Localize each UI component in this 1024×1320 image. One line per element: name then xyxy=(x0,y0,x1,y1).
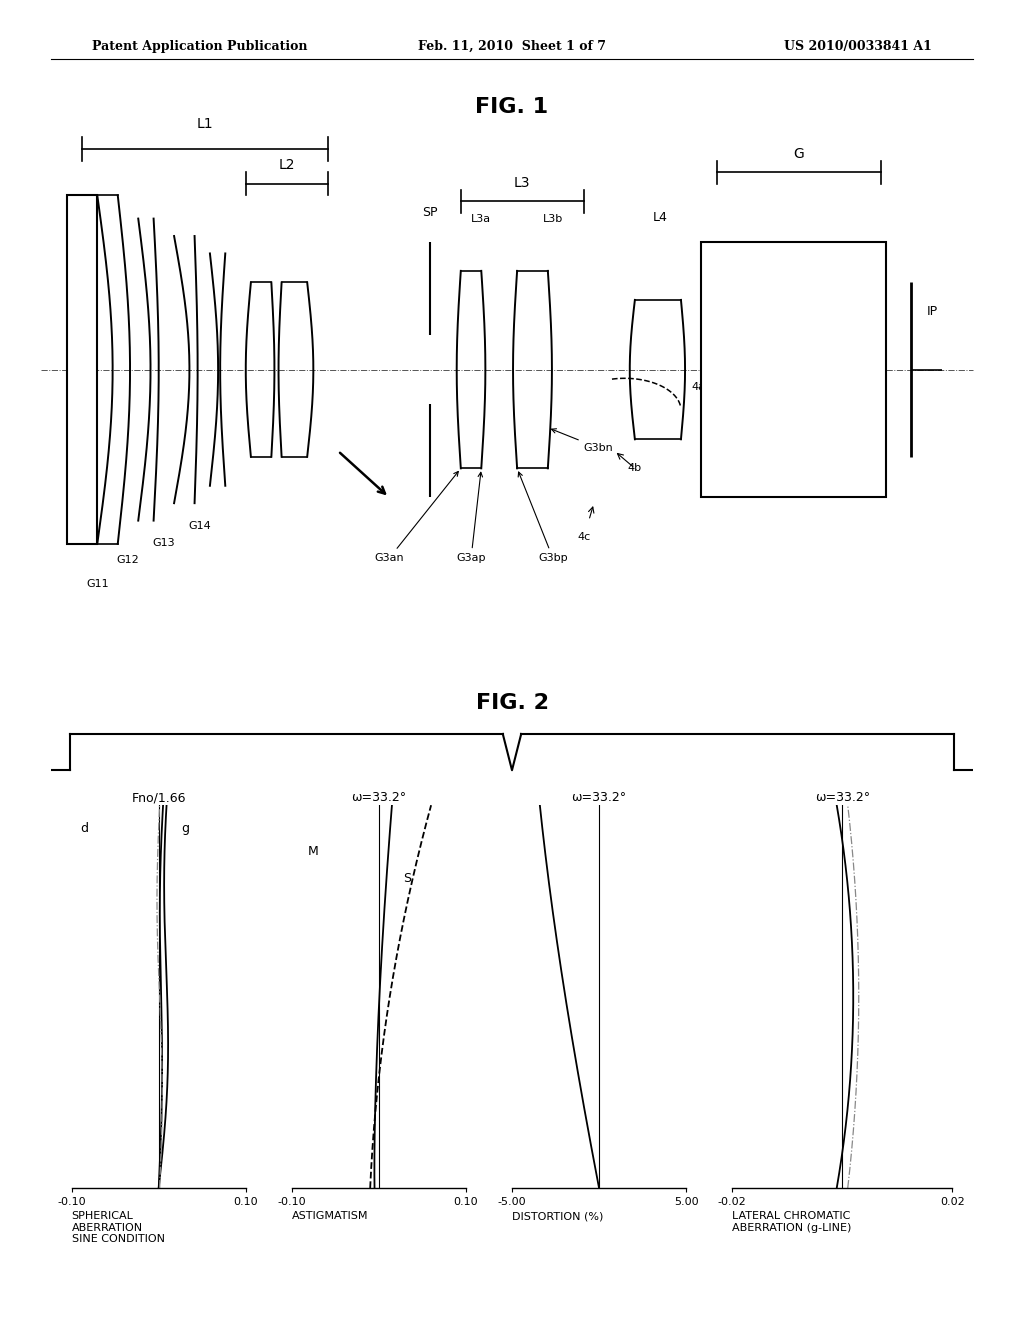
Text: M: M xyxy=(307,845,318,858)
X-axis label: SPHERICAL
ABERRATION
SINE CONDITION: SPHERICAL ABERRATION SINE CONDITION xyxy=(72,1212,165,1245)
Text: G14: G14 xyxy=(188,520,211,531)
Title: ω=33.2°: ω=33.2° xyxy=(571,791,627,804)
Text: S: S xyxy=(403,871,412,884)
Text: L3b: L3b xyxy=(543,214,563,224)
Text: FIG. 2: FIG. 2 xyxy=(475,693,549,713)
Text: G11: G11 xyxy=(86,578,109,589)
Text: G3bn: G3bn xyxy=(552,429,613,453)
Text: 4b: 4b xyxy=(628,462,642,473)
Title: Fno/1.66: Fno/1.66 xyxy=(131,791,186,804)
Bar xyxy=(67,195,97,544)
Text: L4: L4 xyxy=(653,211,668,224)
Text: g: g xyxy=(181,822,188,836)
X-axis label: LATERAL CHROMATIC
ABERRATION (g-LINE): LATERAL CHROMATIC ABERRATION (g-LINE) xyxy=(732,1212,852,1233)
Text: US 2010/0033841 A1: US 2010/0033841 A1 xyxy=(784,40,932,53)
X-axis label: DISTORTION (%): DISTORTION (%) xyxy=(512,1212,603,1221)
Bar xyxy=(701,242,886,498)
Text: d: d xyxy=(81,822,89,836)
Text: G: G xyxy=(794,147,804,161)
Text: IP: IP xyxy=(927,305,938,318)
Text: L3a: L3a xyxy=(471,214,492,224)
Text: FIG. 1: FIG. 1 xyxy=(475,96,549,116)
Text: G3ap: G3ap xyxy=(457,473,485,564)
Title: ω=33.2°: ω=33.2° xyxy=(351,791,407,804)
Text: G3bp: G3bp xyxy=(518,473,567,564)
Text: Feb. 11, 2010  Sheet 1 of 7: Feb. 11, 2010 Sheet 1 of 7 xyxy=(418,40,606,53)
Text: L2: L2 xyxy=(279,158,295,172)
Text: L1: L1 xyxy=(197,117,213,132)
Text: 4c: 4c xyxy=(578,532,590,543)
Title: ω=33.2°: ω=33.2° xyxy=(815,791,869,804)
X-axis label: ASTIGMATISM: ASTIGMATISM xyxy=(292,1212,369,1221)
Text: SP: SP xyxy=(422,206,438,219)
Text: Patent Application Publication: Patent Application Publication xyxy=(92,40,307,53)
Text: G13: G13 xyxy=(153,539,175,548)
Text: 4a: 4a xyxy=(691,381,706,392)
Text: G3an: G3an xyxy=(375,471,459,564)
Text: G12: G12 xyxy=(117,556,139,565)
Text: L3: L3 xyxy=(514,176,530,190)
